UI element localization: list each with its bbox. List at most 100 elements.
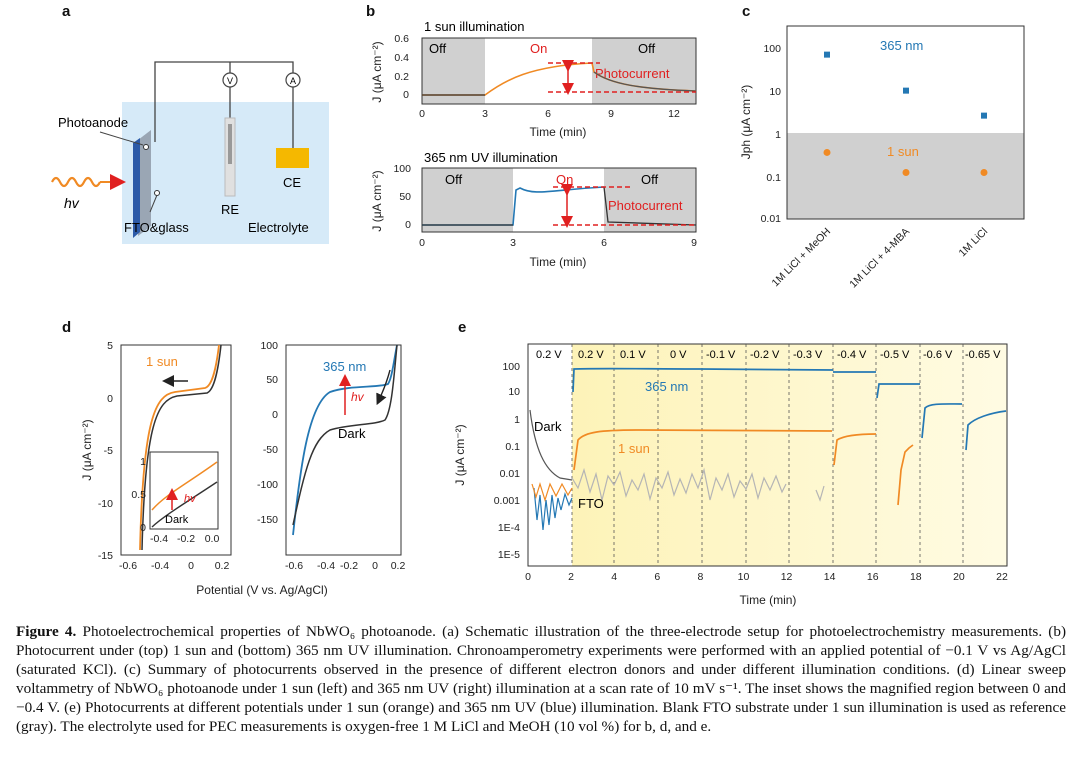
- b-bottom-ytick: 0: [405, 219, 411, 231]
- c-plot-area: [786, 25, 1025, 220]
- b-top-title: 1 sun illumination: [424, 19, 524, 34]
- e-xtick: 22: [996, 571, 1008, 583]
- d-left-plot-area: [120, 344, 232, 556]
- d-inset-ytick: 1: [140, 456, 146, 468]
- e-potential: -0.2 V: [750, 349, 780, 361]
- b-top-ylabel: J (μA cm⁻²): [370, 41, 384, 102]
- e-potential: 0.2 V: [578, 349, 604, 361]
- d-left-dark-curve: [141, 344, 222, 551]
- e-sun-curve: [573, 429, 833, 471]
- b-top-xtick: 12: [668, 108, 680, 120]
- c-sun-point: [902, 168, 910, 176]
- d-right-label-uv: 365 nm: [323, 359, 366, 374]
- e-xtick: 14: [824, 571, 836, 583]
- e-ytick: 0.1: [505, 441, 520, 453]
- c-uv-point: [981, 112, 987, 119]
- figure-caption: Figure 4. Photoelectrochemical propertie…: [16, 622, 1066, 736]
- b-bottom-xlabel: Time (min): [530, 255, 587, 269]
- b-top-plot-area: [421, 37, 697, 105]
- b-top-ytick: 0.4: [394, 52, 409, 64]
- c-category-label: 1M LiCl + 4-MBA: [847, 226, 912, 291]
- panel-a: a V A Photoanode FTO&glass RE CE Electro…: [51, 3, 329, 244]
- d-inset-xtick: -0.4: [150, 533, 168, 545]
- b-top-xlabel: Time (min): [530, 125, 587, 139]
- c-ytick: 1: [775, 129, 781, 141]
- b-bottom-xtick: 3: [510, 237, 516, 249]
- caption-text: Photoelectrochemical properties of NbWO₆…: [16, 623, 1066, 735]
- d-left-label-sun: 1 sun: [146, 354, 178, 369]
- e-potential: 0.2 V: [536, 349, 562, 361]
- d-left-sun-curve: [139, 344, 220, 551]
- d-right-ytick: -150: [257, 514, 278, 526]
- e-ylabel: J (μA cm⁻²): [453, 424, 467, 485]
- b-bottom-curve: [422, 186, 605, 226]
- panel-c: c 100 10 1 0.1 0.01 Jph (μA cm⁻²) 365 nm…: [739, 3, 1025, 291]
- e-ytick: 1: [514, 414, 520, 426]
- d-right-xtick: 0.2: [391, 560, 406, 572]
- voltmeter-label: V: [227, 76, 233, 86]
- e-potential: -0.6 V: [923, 349, 953, 361]
- e-ytick: 1E-4: [498, 522, 520, 534]
- c-uv-point: [824, 51, 830, 58]
- fto-glass: [138, 130, 151, 236]
- d-left-ytick: -5: [104, 445, 113, 457]
- panel-d: d 5 0 -5 -10 -15 -0.6 -0.4 0 0.2 1 sun h…: [62, 319, 405, 597]
- b-bottom-off2: Off: [641, 172, 658, 187]
- b-bottom-xtick: 9: [691, 237, 697, 249]
- e-potential: 0 V: [670, 349, 687, 361]
- c-ytick: 0.1: [766, 172, 781, 184]
- d-inset: [149, 451, 219, 530]
- e-potential: 0.1 V: [620, 349, 646, 361]
- d-right-hv: hv: [351, 390, 365, 404]
- d-right-ytick: -50: [263, 444, 278, 456]
- b-top-ytick: 0: [403, 89, 409, 101]
- ammeter-label: A: [290, 76, 296, 86]
- e-potential: -0.5 V: [880, 349, 910, 361]
- e-ytick: 10: [508, 386, 520, 398]
- panel-c-label: c: [742, 3, 750, 20]
- d-right-xtick: -0.6: [285, 560, 303, 572]
- e-xtick: 0: [525, 571, 531, 583]
- electrolyte-label: Electrolyte: [248, 220, 309, 235]
- b-bottom-photocurrent: Photocurrent: [608, 198, 683, 213]
- b-top-ytick: 0.6: [394, 33, 409, 45]
- b-bottom-title: 365 nm UV illumination: [424, 150, 558, 165]
- caption-prefix: Figure 4.: [16, 623, 77, 640]
- b-top-xtick: 6: [545, 108, 551, 120]
- d-left-ytick: 0: [107, 393, 113, 405]
- e-label-sun: 1 sun: [618, 441, 650, 456]
- d-left-xtick: 0: [188, 560, 194, 572]
- c-ytick: 0.01: [761, 213, 782, 225]
- re-label: RE: [221, 202, 239, 217]
- c-label-sun: 1 sun: [887, 144, 919, 159]
- b-bottom-xtick: 6: [601, 237, 607, 249]
- e-xticks: 0 2 4 6 8 10 12 14 16 18 20 22: [525, 571, 1008, 583]
- d-inset-hv: hv: [184, 493, 197, 505]
- e-xlabel: Time (min): [740, 593, 797, 607]
- e-potential: -0.65 V: [965, 349, 1001, 361]
- wire-ce: [154, 61, 294, 148]
- b-bottom-ytick: 100: [393, 163, 411, 175]
- light-wave-icon: [51, 176, 101, 188]
- photoanode-film: [133, 138, 140, 238]
- b-top-on: On: [530, 41, 547, 56]
- b-top-photocurrent: Photocurrent: [595, 66, 670, 81]
- panel-b: b 1 sun illumination Off On Off Photocur…: [366, 3, 697, 269]
- b-bottom-off1: Off: [445, 172, 462, 187]
- c-markers: [823, 51, 988, 176]
- c-sun-point: [980, 168, 988, 176]
- voltmeter-icon: [222, 72, 238, 88]
- e-xtick: 6: [654, 571, 660, 583]
- d-right-plot-area: [285, 344, 402, 556]
- e-label-fto: FTO: [578, 496, 604, 511]
- d-right-dark-curve: [292, 344, 398, 526]
- e-xtick: 4: [611, 571, 617, 583]
- d-left-xtick: 0.2: [215, 560, 230, 572]
- e-xtick: 8: [697, 571, 703, 583]
- e-xtick: 16: [867, 571, 879, 583]
- e-fto-curve: [571, 467, 787, 502]
- d-right-xtick: -0.4: [317, 560, 335, 572]
- panel-b-label: b: [366, 3, 375, 20]
- e-xtick: 20: [953, 571, 965, 583]
- d-right-ytick: 50: [266, 374, 278, 386]
